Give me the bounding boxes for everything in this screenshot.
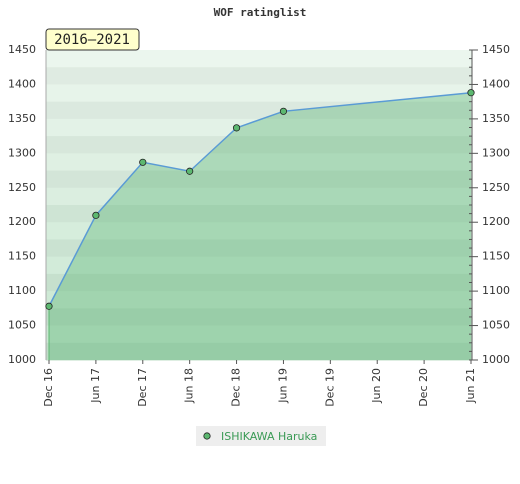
point xyxy=(467,89,475,97)
point xyxy=(45,302,53,310)
y-tick-label: 1200 xyxy=(8,215,36,228)
point xyxy=(232,124,241,132)
background-band xyxy=(46,136,472,154)
chart-title: WOF ratinglist xyxy=(214,6,307,19)
y-tick-label: 1100 xyxy=(8,284,36,297)
y2-tick-label: 1350 xyxy=(482,112,510,125)
background-band xyxy=(46,205,472,223)
y2-tick-label: 1150 xyxy=(482,250,510,263)
x-tick-label: Jun 20 xyxy=(370,368,383,404)
y-tick-label: 1050 xyxy=(8,319,36,332)
y-tick-label: 1250 xyxy=(8,181,36,194)
y-tick-label: 1000 xyxy=(8,353,36,366)
background-band xyxy=(46,256,472,275)
y-tick-label: 1400 xyxy=(8,77,36,90)
y2-tick-label: 1100 xyxy=(482,284,510,297)
background-band xyxy=(46,170,472,189)
y2-tick-label: 1300 xyxy=(482,146,510,159)
y2-tick-label: 1000 xyxy=(482,353,510,366)
x-tick-label: Dec 18 xyxy=(230,368,243,407)
point xyxy=(279,107,288,115)
background-band xyxy=(46,50,472,68)
x-tick-label: Jun 21 xyxy=(464,368,477,404)
background-band xyxy=(46,101,472,120)
legend-box xyxy=(196,426,326,446)
area xyxy=(49,92,471,360)
y-tick-label: 1350 xyxy=(8,112,36,125)
y2-tick-label: 1450 xyxy=(482,43,510,56)
y2-tick-label: 1250 xyxy=(482,181,510,194)
y2-tick-label: 1200 xyxy=(482,215,510,228)
y-tick-label: 1300 xyxy=(8,146,36,159)
legend-label: ISHIKAWA Haruka xyxy=(221,430,317,443)
background-band xyxy=(46,308,472,327)
background-band xyxy=(46,118,472,137)
annotation-box xyxy=(45,28,140,51)
x-tick-label: Dec 20 xyxy=(417,368,430,407)
point xyxy=(186,167,194,175)
point xyxy=(92,211,100,219)
x-tick-label: Jun 19 xyxy=(276,368,289,404)
background-band xyxy=(46,239,472,258)
legend-marker xyxy=(203,432,211,440)
annotation: 2016–2021 xyxy=(54,32,130,48)
background-band xyxy=(46,291,472,309)
background-band xyxy=(46,342,472,361)
background-band xyxy=(46,222,472,240)
background-band xyxy=(46,325,472,344)
y2-tick-label: 1050 xyxy=(482,319,510,332)
background-band xyxy=(46,84,472,103)
x-tick-label: Dec 19 xyxy=(323,368,336,407)
background-band xyxy=(46,187,472,206)
background-band xyxy=(46,67,472,85)
x-tick-label: Jun 17 xyxy=(89,368,102,404)
point xyxy=(139,158,147,166)
y2-tick-label: 1400 xyxy=(482,77,510,90)
x-tick-label: Jun 18 xyxy=(183,368,196,404)
x-tick-label: Dec 16 xyxy=(42,368,55,407)
background-band xyxy=(46,273,472,292)
x-tick-label: Dec 17 xyxy=(136,368,149,407)
y-tick-label: 1150 xyxy=(8,250,36,263)
y-tick-label: 1450 xyxy=(8,43,36,56)
background-band xyxy=(46,153,472,172)
